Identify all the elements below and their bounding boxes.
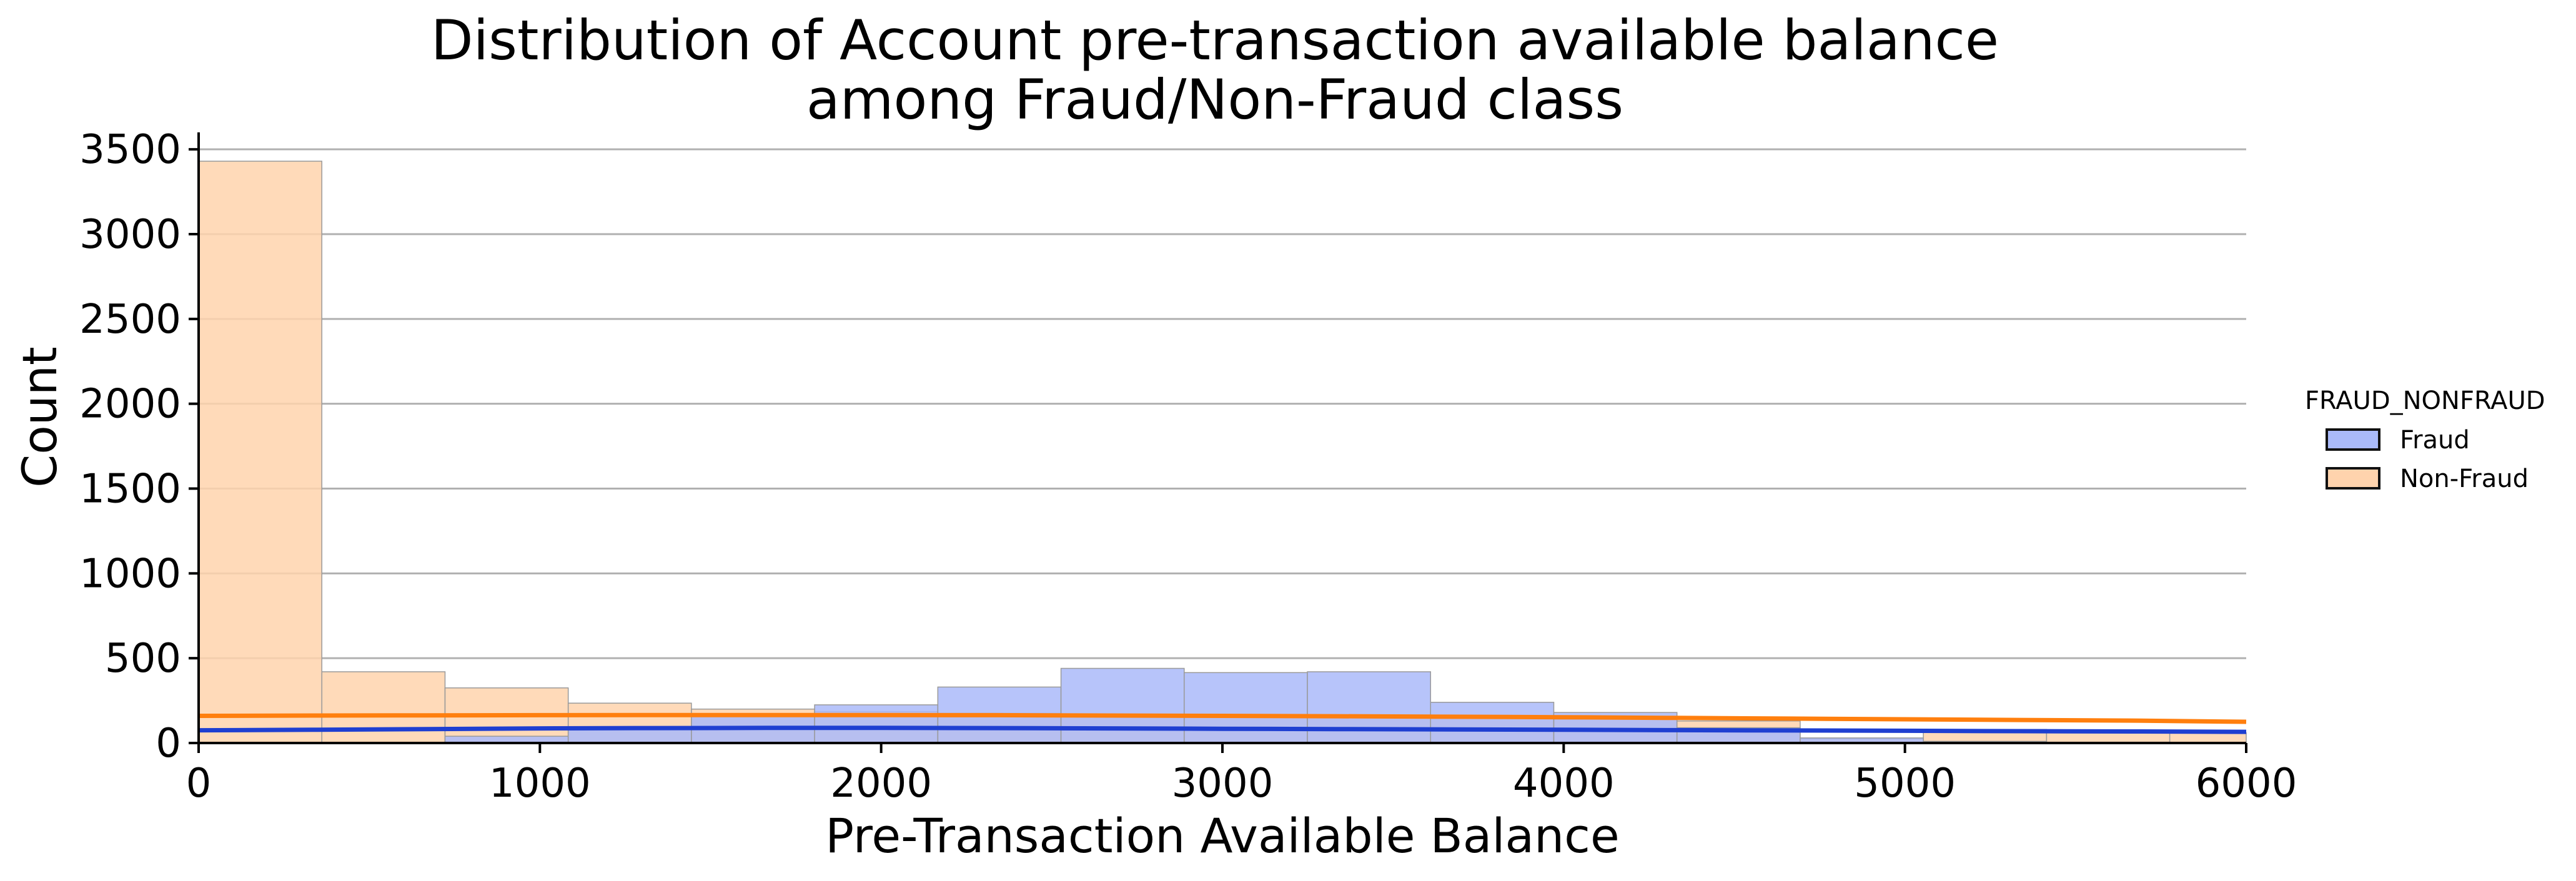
x-tick-label-3: 3000 bbox=[1172, 760, 1274, 807]
y-tick-label-3: 1500 bbox=[79, 466, 181, 513]
legend-swatch-fraud bbox=[2326, 428, 2380, 451]
x-tick-label-1: 1000 bbox=[489, 760, 591, 807]
x-tick-label-6: 6000 bbox=[2196, 760, 2297, 807]
chart-title-line-2: among Fraud/Non-Fraud class bbox=[806, 67, 1623, 132]
x-tick-label-4: 4000 bbox=[1513, 760, 1615, 807]
kde-line-non-fraud bbox=[198, 712, 2247, 724]
bar-fraud-10 bbox=[1430, 702, 1555, 744]
histogram-bars bbox=[198, 160, 2247, 744]
bar-non-fraud-1 bbox=[321, 671, 446, 744]
bar-fraud-3 bbox=[567, 729, 692, 744]
y-tick-label-4: 2000 bbox=[79, 381, 181, 428]
y-tick-label-0: 0 bbox=[156, 721, 181, 767]
kde-line-fraud bbox=[198, 726, 2247, 734]
bar-fraud-7 bbox=[1060, 667, 1185, 744]
kde-lines bbox=[198, 712, 2247, 734]
bar-non-fraud-16 bbox=[2169, 732, 2247, 744]
y-tick-label-1: 500 bbox=[105, 636, 181, 682]
y-tick-label-6: 3000 bbox=[79, 212, 181, 258]
bar-non-fraud-0 bbox=[198, 160, 322, 744]
y-tick-label-7: 3500 bbox=[79, 127, 181, 173]
y-tick-label-2: 1000 bbox=[79, 551, 181, 597]
legend-swatch-non-fraud bbox=[2326, 467, 2380, 490]
x-tick-label-2: 2000 bbox=[830, 760, 932, 807]
bar-fraud-8 bbox=[1184, 672, 1308, 744]
y-tick-labels: 0 500 1000 1500 2000 2500 3000 3500 bbox=[79, 127, 199, 767]
gridlines bbox=[199, 148, 2246, 744]
legend-label-non-fraud: Non-Fraud bbox=[2400, 465, 2529, 493]
axes bbox=[197, 132, 2246, 744]
chart-title-line-1: Distribution of Account pre-transaction … bbox=[431, 8, 1999, 72]
legend-title: FRAUD_NONFRAUD bbox=[2305, 386, 2545, 415]
y-axis-title: Count bbox=[12, 347, 67, 488]
x-tick-label-0: 0 bbox=[186, 760, 212, 807]
x-tick-label-5: 5000 bbox=[1854, 760, 1956, 807]
x-tick-labels: 0 1000 2000 3000 4000 5000 6000 bbox=[186, 743, 2297, 807]
legend: FRAUD_NONFRAUD Fraud Non-Fraud bbox=[2305, 386, 2545, 493]
y-tick-label-5: 2500 bbox=[79, 297, 181, 343]
legend-label-fraud: Fraud bbox=[2400, 426, 2470, 455]
bar-fraud-5 bbox=[814, 704, 939, 744]
bar-fraud-9 bbox=[1307, 671, 1432, 744]
x-axis-title: Pre-Transaction Available Balance bbox=[825, 808, 1619, 864]
